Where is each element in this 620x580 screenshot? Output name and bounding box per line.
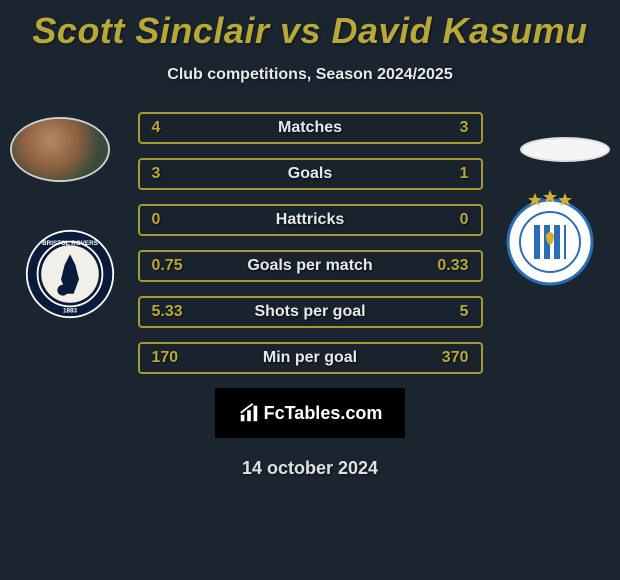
club-badge-right-svg xyxy=(500,187,600,287)
stat-row-hattricks: 0 Hattricks 0 xyxy=(138,204,483,236)
stat-row-shots-per-goal: 5.33 Shots per goal 5 xyxy=(138,296,483,328)
player-left-photo xyxy=(10,117,110,182)
stat-row-min-per-goal: 170 Min per goal 370 xyxy=(138,342,483,374)
stat-label: Shots per goal xyxy=(254,303,365,321)
stat-left-value: 5.33 xyxy=(152,303,192,321)
svg-text:1883: 1883 xyxy=(63,308,78,315)
footer-brand-box: FcTables.com xyxy=(215,388,405,438)
subtitle: Club competitions, Season 2024/2025 xyxy=(0,66,620,84)
club-badge-right xyxy=(500,187,600,287)
stat-left-value: 170 xyxy=(152,349,192,367)
stat-right-value: 3 xyxy=(429,119,469,137)
stat-left-value: 4 xyxy=(152,119,192,137)
stat-right-value: 370 xyxy=(429,349,469,367)
stat-left-value: 0 xyxy=(152,211,192,229)
comparison-area: BRISTOL ROVERS 1883 xyxy=(0,112,620,479)
footer-brand-text: FcTables.com xyxy=(264,403,383,424)
stat-row-matches: 4 Matches 3 xyxy=(138,112,483,144)
stat-label: Matches xyxy=(278,119,342,137)
stat-right-value: 0.33 xyxy=(429,257,469,275)
stat-label: Hattricks xyxy=(276,211,344,229)
stat-row-goals: 3 Goals 1 xyxy=(138,158,483,190)
player-right-photo xyxy=(520,137,610,162)
stat-label: Goals xyxy=(288,165,332,183)
fctables-icon xyxy=(238,402,260,424)
stat-left-value: 3 xyxy=(152,165,192,183)
date-line: 14 october 2024 xyxy=(0,458,620,479)
stat-right-value: 5 xyxy=(429,303,469,321)
club-badge-left: BRISTOL ROVERS 1883 xyxy=(25,229,115,319)
stat-right-value: 0 xyxy=(429,211,469,229)
stat-left-value: 0.75 xyxy=(152,257,192,275)
stat-rows: 4 Matches 3 3 Goals 1 0 Hattricks 0 0.75… xyxy=(138,112,483,374)
page-title: Scott Sinclair vs David Kasumu xyxy=(0,0,620,52)
player-face-placeholder xyxy=(12,119,108,180)
stat-label: Min per goal xyxy=(263,349,357,367)
stat-row-goals-per-match: 0.75 Goals per match 0.33 xyxy=(138,250,483,282)
svg-text:BRISTOL ROVERS: BRISTOL ROVERS xyxy=(42,240,98,247)
club-badge-left-svg: BRISTOL ROVERS 1883 xyxy=(25,229,115,319)
stat-label: Goals per match xyxy=(247,257,372,275)
stat-right-value: 1 xyxy=(429,165,469,183)
